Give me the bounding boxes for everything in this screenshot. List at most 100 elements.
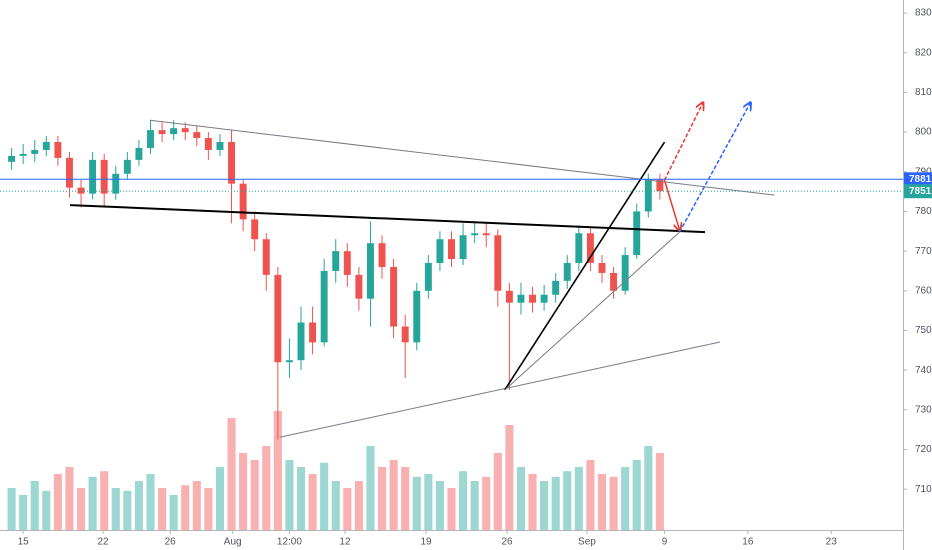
volume-bar <box>192 481 201 530</box>
volume-bar <box>320 462 329 530</box>
x-tick-label: 12 <box>339 537 351 548</box>
candle-body <box>193 132 201 139</box>
candle-body <box>610 272 618 291</box>
y-tick-label: 7100 <box>915 484 932 495</box>
candle-body <box>65 157 73 188</box>
candle-body <box>297 322 305 361</box>
trend-line <box>69 204 706 234</box>
candle-body <box>552 280 560 295</box>
x-tick-label: 16 <box>742 537 754 548</box>
volume-bar <box>331 481 340 530</box>
x-tick-label: 9 <box>662 537 668 548</box>
candle-body <box>54 142 62 158</box>
candle-body <box>482 233 490 236</box>
candle-body <box>366 243 374 299</box>
x-tick-label: Sep <box>578 537 596 548</box>
x-tick-label: 26 <box>502 537 514 548</box>
volume-bar <box>505 425 514 530</box>
candle-body <box>598 263 606 273</box>
volume-bar <box>447 488 456 530</box>
volume-bar <box>215 467 225 530</box>
volume-bar <box>7 488 16 530</box>
volume-bar <box>76 488 86 530</box>
candle-body <box>621 255 629 291</box>
candle-body <box>274 274 282 363</box>
candle-body <box>239 183 247 220</box>
candle-body <box>401 326 409 343</box>
hline-price-label: 7881 <box>909 174 932 185</box>
candle-body <box>563 263 571 281</box>
candle-body <box>529 294 537 303</box>
volume-bar <box>655 453 664 530</box>
volume-bar <box>100 471 109 530</box>
candle-body <box>204 138 212 150</box>
volume-bar <box>632 460 641 530</box>
hline-price-box <box>904 172 932 187</box>
volume-bar <box>597 474 607 530</box>
candle-body <box>123 159 131 174</box>
volume-bar <box>19 495 28 530</box>
volume-bar <box>30 481 39 530</box>
candle-body <box>471 233 479 236</box>
volume-bar <box>273 411 282 530</box>
candle-body <box>424 263 432 291</box>
candle-body <box>505 290 513 303</box>
candle-body <box>135 147 143 160</box>
candle-body <box>633 211 641 256</box>
volume-bar <box>377 467 387 530</box>
candle-body <box>517 294 525 303</box>
y-tick-label: 8200 <box>915 47 932 58</box>
trend-line <box>678 103 751 233</box>
candle-body <box>320 270 328 343</box>
candle-body <box>459 235 467 260</box>
candle-body <box>309 322 317 343</box>
y-tick-label: 7800 <box>915 206 932 217</box>
volume-bar <box>134 481 143 530</box>
candle-body <box>355 274 363 299</box>
candle-body <box>285 360 293 363</box>
volume-bar <box>42 490 51 530</box>
candle-body <box>656 179 664 192</box>
volume-bar <box>262 446 271 530</box>
candle-body <box>251 219 259 240</box>
volume-bar <box>586 460 595 530</box>
candle-body <box>575 233 583 264</box>
x-tick-label: Aug <box>224 537 242 548</box>
candle-body <box>332 251 340 271</box>
volume-bar <box>366 446 375 530</box>
candle-body <box>89 159 97 194</box>
volume-bar <box>470 481 479 530</box>
candle-body <box>390 266 398 327</box>
volume-bar <box>528 474 537 530</box>
y-tick-label: 7900 <box>915 166 932 177</box>
volume-bar <box>493 453 502 530</box>
candle-body <box>8 155 16 162</box>
x-tick-label: 26 <box>165 537 177 548</box>
volume-bar <box>343 488 352 530</box>
volume-bar <box>111 488 120 530</box>
candle-body <box>343 251 351 275</box>
trend-line <box>280 341 721 438</box>
trend-line <box>663 103 703 181</box>
y-tick-label: 7600 <box>915 285 932 296</box>
volume-bar <box>540 481 549 530</box>
y-tick-label: 7700 <box>915 246 932 257</box>
trend-line <box>149 119 775 196</box>
candle-body <box>42 142 50 150</box>
candle-body <box>31 149 39 154</box>
volume-bar <box>308 474 317 530</box>
candle-body <box>100 159 108 194</box>
candle-body <box>586 233 594 264</box>
volume-bar <box>123 490 132 530</box>
candle-body <box>540 294 548 303</box>
last-price-box <box>904 184 932 199</box>
volume-bar <box>412 476 421 530</box>
y-tick-label: 8100 <box>915 87 932 98</box>
trend-line <box>663 179 680 230</box>
candle-body <box>216 142 224 150</box>
volume-bar <box>239 453 248 530</box>
candle-body <box>262 239 270 275</box>
volume-bar <box>551 476 560 530</box>
